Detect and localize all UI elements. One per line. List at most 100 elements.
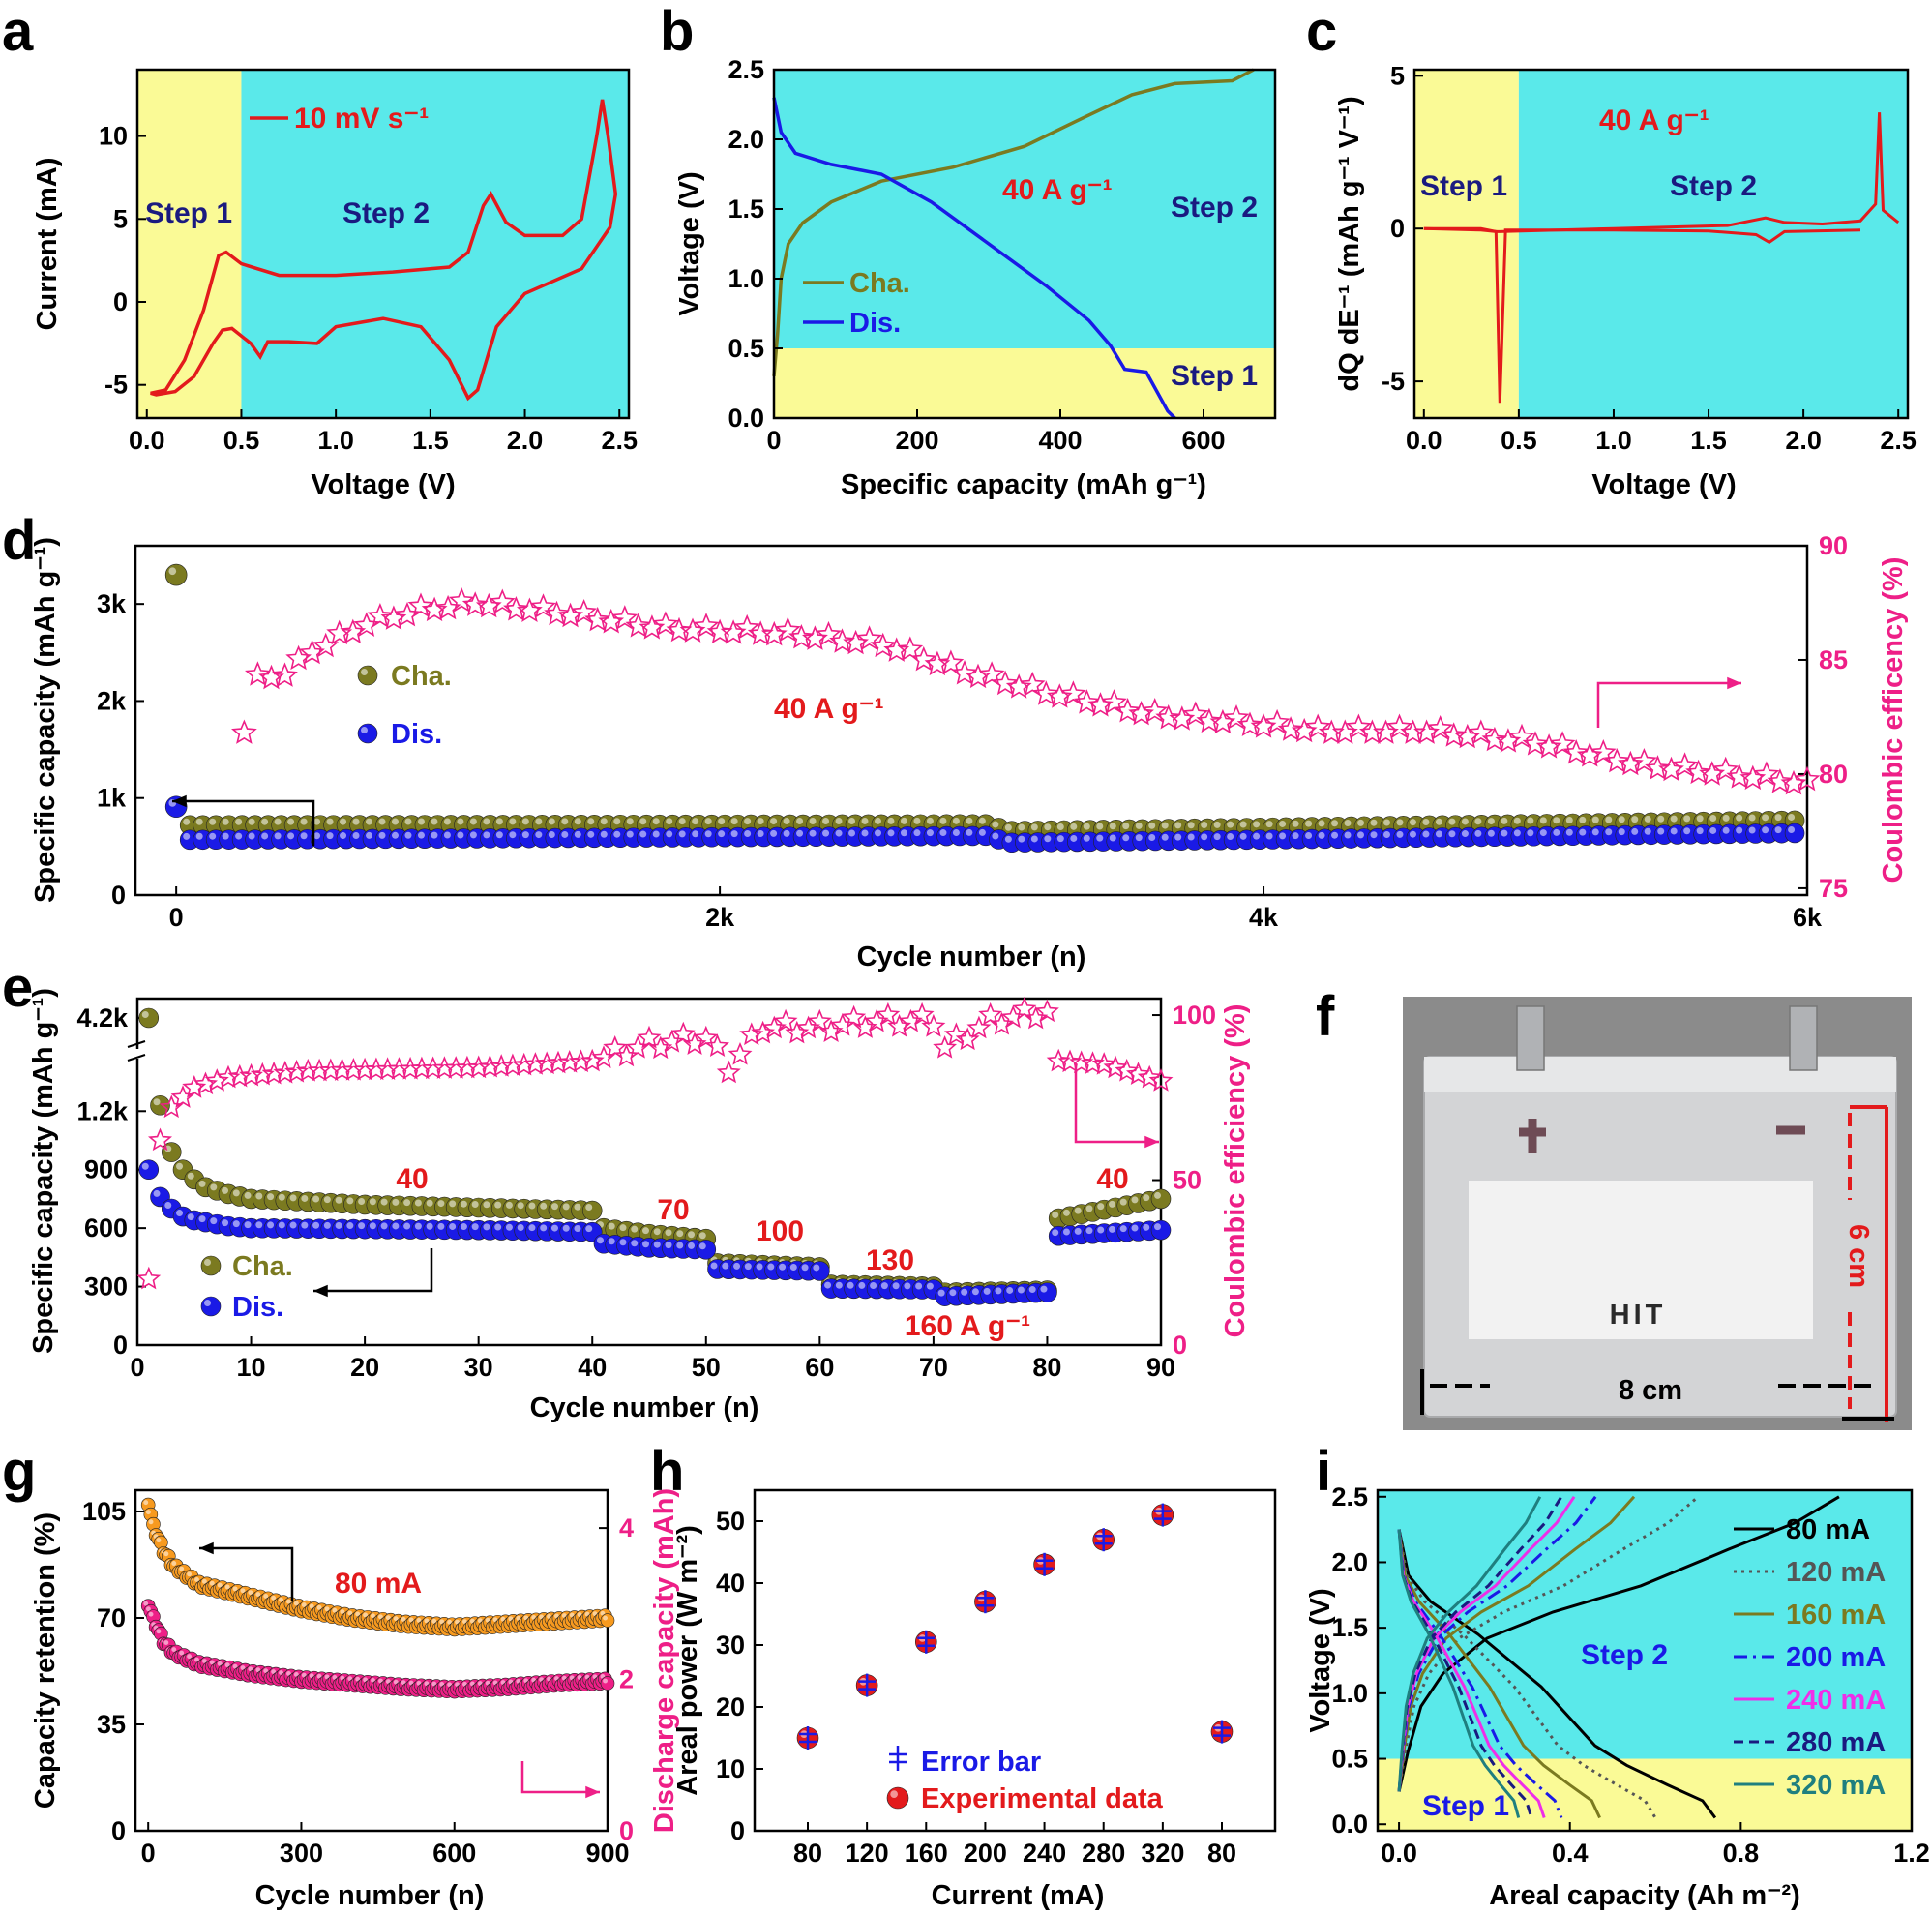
point-highlight: [1736, 814, 1743, 822]
point-highlight: [366, 831, 373, 839]
point-highlight: [198, 1215, 206, 1223]
point-highlight: [1644, 815, 1651, 823]
point-highlight: [271, 1669, 277, 1675]
ce-point: [1142, 698, 1169, 723]
point-highlight: [861, 829, 869, 837]
point-highlight: [1201, 833, 1208, 841]
x-tick-label: 0.5: [1501, 426, 1537, 455]
point-highlight: [347, 1610, 353, 1616]
arrow-head: [199, 1541, 214, 1555]
point-highlight: [1683, 815, 1691, 823]
point-highlight: [143, 1601, 149, 1606]
ce-point: [1346, 713, 1372, 738]
point-highlight: [1265, 832, 1273, 840]
point-highlight: [141, 1162, 149, 1170]
ce-point: [380, 605, 407, 630]
right-axis-arrow: [1074, 1064, 1159, 1144]
legend-scan-rate: 10 mV s⁻¹: [294, 103, 429, 135]
x-tick-label: 10: [237, 1353, 266, 1382]
point-highlight: [1148, 833, 1156, 841]
point-highlight: [1696, 815, 1704, 823]
ce-point: [1115, 698, 1141, 723]
point-highlight: [770, 818, 778, 825]
legend-discharge: Dis.: [232, 1292, 283, 1323]
point-highlight: [1119, 1198, 1127, 1206]
ce-point: [733, 613, 760, 640]
point-highlight: [744, 830, 752, 838]
point-highlight: [1292, 832, 1299, 840]
x-tick-label: 20: [350, 1353, 379, 1382]
y-tick-label: 0: [111, 881, 126, 910]
point-highlight: [822, 818, 830, 825]
point-highlight: [457, 831, 464, 839]
panel-label-g: g: [2, 1440, 36, 1503]
point-highlight: [1070, 834, 1078, 842]
ce-point: [1386, 713, 1412, 738]
point-highlight: [913, 817, 921, 824]
point-highlight: [1070, 823, 1078, 830]
y-tick-label: 600: [84, 1213, 128, 1242]
point-highlight: [471, 1200, 479, 1208]
point-highlight: [978, 817, 986, 824]
point-highlight: [263, 1668, 269, 1674]
point-highlight: [1788, 825, 1796, 833]
step1-region: [1378, 1758, 1912, 1831]
ce-point: [1780, 769, 1807, 795]
point-highlight: [171, 1561, 177, 1566]
x-tick-label: 6k: [1793, 903, 1823, 932]
y-tick-label: 3k: [97, 589, 127, 618]
point-highlight: [183, 832, 191, 840]
step1-region: [774, 348, 1275, 418]
ce-point: [694, 1025, 719, 1049]
point-highlight: [495, 818, 503, 825]
point-highlight: [1143, 1194, 1150, 1202]
x-tick-label: 0.0: [1406, 426, 1442, 455]
point-highlight: [286, 1599, 291, 1604]
point-highlight: [1052, 1229, 1059, 1237]
point-highlight: [540, 1202, 548, 1210]
point-highlight: [848, 817, 856, 824]
point-highlight: [971, 1288, 979, 1296]
point-highlight: [235, 818, 243, 825]
ce-point: [652, 611, 679, 636]
region-label-step1: Step 1: [1422, 1790, 1509, 1822]
ce-point: [517, 597, 543, 622]
point-highlight: [483, 1223, 490, 1231]
ce-point: [943, 1022, 968, 1046]
point-highlight: [1030, 823, 1038, 831]
y2-tick-label: 4: [619, 1513, 634, 1542]
ce-point: [897, 636, 924, 661]
point-highlight: [744, 1263, 752, 1271]
x-tick-label: 80: [1032, 1353, 1061, 1382]
point-highlight: [340, 832, 347, 840]
point-highlight: [210, 1217, 218, 1225]
legend-current: 160 mA: [1786, 1600, 1886, 1631]
point-highlight: [156, 1538, 162, 1543]
point-highlight: [688, 1242, 696, 1249]
point-highlight: [210, 1183, 218, 1191]
point-highlight: [261, 818, 269, 825]
x-tick-label: 320: [1141, 1839, 1184, 1868]
ce-point: [1155, 704, 1182, 730]
point-highlight: [596, 1237, 604, 1244]
ce-point: [992, 670, 1019, 696]
point-highlight: [1201, 822, 1208, 829]
point-highlight: [443, 818, 451, 825]
point-highlight: [1370, 831, 1378, 839]
region-label-step2: Step 2: [1670, 170, 1757, 202]
ce-point: [523, 1052, 548, 1075]
ce-point: [898, 1008, 923, 1032]
ce-point: [761, 1015, 787, 1039]
point-highlight: [301, 1194, 309, 1202]
ce-point: [489, 1054, 514, 1077]
point-highlight: [1501, 817, 1508, 824]
point-highlight: [1305, 820, 1313, 827]
legend-charge-marker: [200, 1255, 222, 1276]
point-highlight: [1696, 827, 1704, 835]
point-highlight: [1422, 818, 1430, 825]
point-highlight: [255, 1221, 263, 1229]
x-tick-label: 50: [692, 1353, 721, 1382]
x-tick-label: 1.5: [1690, 426, 1727, 455]
point-highlight: [1161, 833, 1169, 841]
y-tick-label: 900: [84, 1155, 128, 1184]
